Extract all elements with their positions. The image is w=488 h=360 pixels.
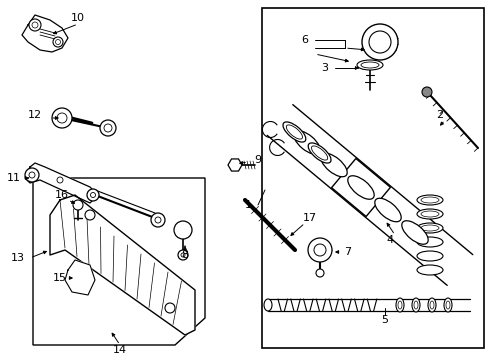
Polygon shape xyxy=(50,195,195,335)
Text: 4: 4 xyxy=(386,235,393,245)
Circle shape xyxy=(104,124,112,132)
Ellipse shape xyxy=(416,223,442,233)
Bar xyxy=(262,8,483,348)
Ellipse shape xyxy=(283,122,305,142)
Text: 6: 6 xyxy=(301,35,308,45)
Text: 10: 10 xyxy=(71,13,85,23)
Text: 11: 11 xyxy=(7,173,21,183)
Circle shape xyxy=(315,269,324,277)
Polygon shape xyxy=(331,158,389,216)
Circle shape xyxy=(100,120,116,136)
Circle shape xyxy=(164,303,175,313)
Ellipse shape xyxy=(445,301,449,309)
Polygon shape xyxy=(33,178,204,345)
Circle shape xyxy=(178,250,187,260)
Ellipse shape xyxy=(416,265,442,275)
Ellipse shape xyxy=(285,125,302,139)
Ellipse shape xyxy=(427,298,435,312)
Ellipse shape xyxy=(360,62,378,68)
Text: 15: 15 xyxy=(53,273,67,283)
Ellipse shape xyxy=(416,195,442,205)
Ellipse shape xyxy=(395,298,403,312)
Ellipse shape xyxy=(420,197,438,203)
Circle shape xyxy=(85,210,95,220)
Ellipse shape xyxy=(307,143,330,163)
Text: 14: 14 xyxy=(113,345,127,355)
Ellipse shape xyxy=(347,176,373,199)
Ellipse shape xyxy=(443,298,451,312)
Circle shape xyxy=(55,40,61,45)
Circle shape xyxy=(368,31,390,53)
Ellipse shape xyxy=(293,131,320,154)
Ellipse shape xyxy=(420,225,438,231)
Circle shape xyxy=(73,200,83,210)
Text: 7: 7 xyxy=(344,247,351,257)
Circle shape xyxy=(29,172,35,178)
Ellipse shape xyxy=(356,60,382,70)
Ellipse shape xyxy=(401,221,427,244)
Ellipse shape xyxy=(374,198,400,222)
Circle shape xyxy=(52,108,72,128)
Ellipse shape xyxy=(311,146,327,160)
Polygon shape xyxy=(65,260,95,295)
Text: 5: 5 xyxy=(381,315,387,325)
Circle shape xyxy=(151,213,164,227)
Ellipse shape xyxy=(420,211,438,217)
Circle shape xyxy=(90,193,95,198)
Polygon shape xyxy=(22,15,68,52)
Circle shape xyxy=(57,177,63,183)
Circle shape xyxy=(361,24,397,60)
Circle shape xyxy=(174,221,192,239)
Ellipse shape xyxy=(416,237,442,247)
Ellipse shape xyxy=(411,298,419,312)
Circle shape xyxy=(32,22,38,28)
Circle shape xyxy=(76,274,84,282)
Circle shape xyxy=(87,189,99,201)
Polygon shape xyxy=(25,163,95,203)
Text: 13: 13 xyxy=(11,253,25,263)
Text: 12: 12 xyxy=(28,110,42,120)
Circle shape xyxy=(25,168,39,182)
Circle shape xyxy=(421,87,431,97)
Ellipse shape xyxy=(264,299,271,311)
Text: 1: 1 xyxy=(244,200,251,210)
Ellipse shape xyxy=(416,251,442,261)
Polygon shape xyxy=(227,159,242,171)
Circle shape xyxy=(29,19,41,31)
Text: 17: 17 xyxy=(303,213,316,223)
Circle shape xyxy=(53,37,63,47)
Circle shape xyxy=(57,113,67,123)
Ellipse shape xyxy=(413,301,417,309)
Circle shape xyxy=(155,217,161,223)
Ellipse shape xyxy=(397,301,401,309)
Text: 2: 2 xyxy=(436,110,443,120)
Text: 16: 16 xyxy=(55,190,69,200)
Text: 3: 3 xyxy=(321,63,328,73)
Circle shape xyxy=(307,238,331,262)
Circle shape xyxy=(313,244,325,256)
Text: 9: 9 xyxy=(254,155,261,165)
Ellipse shape xyxy=(320,153,346,177)
Ellipse shape xyxy=(429,301,433,309)
Ellipse shape xyxy=(416,209,442,219)
Circle shape xyxy=(181,253,184,257)
Text: 8: 8 xyxy=(181,250,188,260)
